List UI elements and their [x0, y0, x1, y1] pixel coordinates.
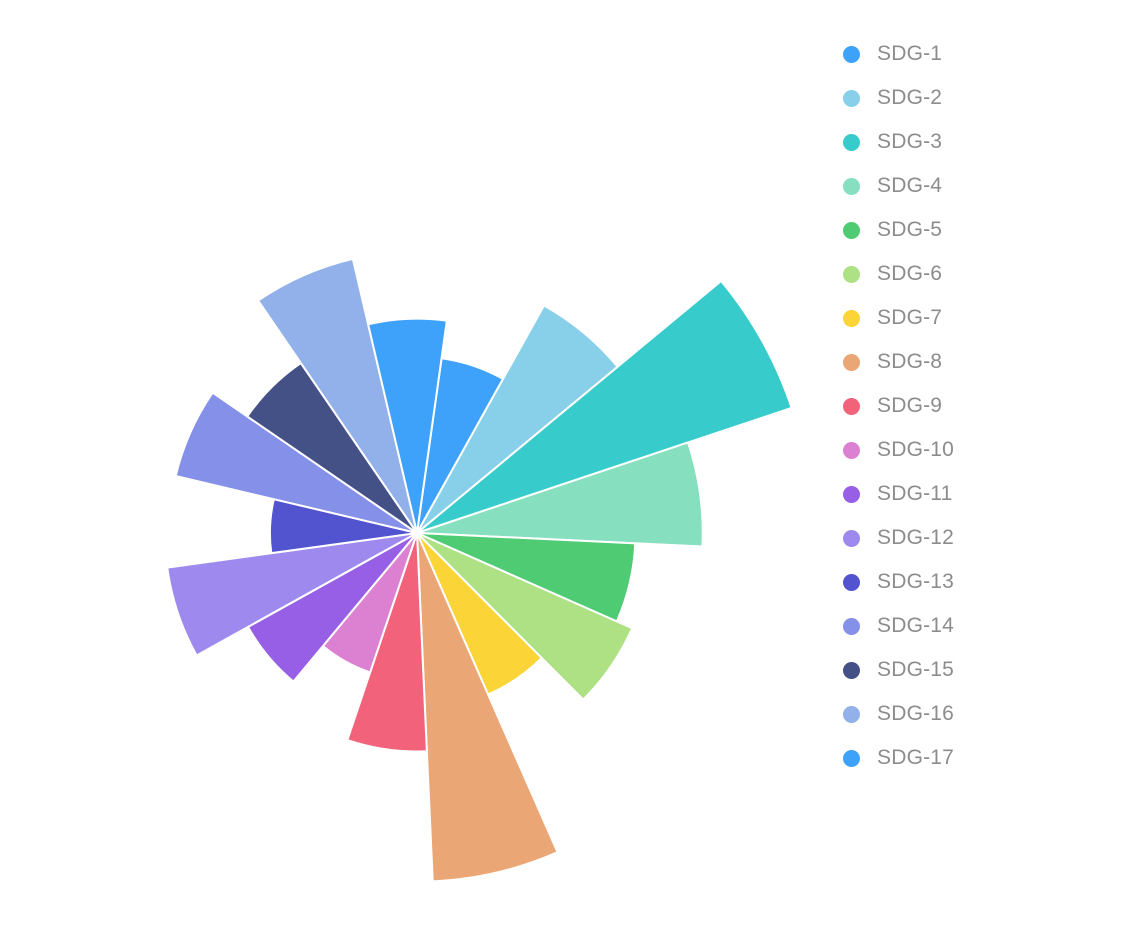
legend-dot-icon	[843, 661, 860, 679]
legend-dot-icon	[843, 45, 860, 63]
chart-legend: SDG-1 SDG-2 SDG-3 SDG-4 SDG-5 SDG-6 SDG-7 SDG-8…	[843, 32, 1123, 780]
legend-label: SDG-2	[877, 86, 943, 109]
legend-item-sdg-9[interactable]: SDG-9	[843, 384, 1123, 428]
legend-item-sdg-7[interactable]: SDG-7	[843, 296, 1123, 340]
legend-item-sdg-5[interactable]: SDG-5	[843, 208, 1123, 252]
legend-item-sdg-1[interactable]: SDG-1	[843, 32, 1123, 76]
rose-slice-sdg-8[interactable]	[416, 532, 559, 883]
legend-item-sdg-17[interactable]: SDG-17	[843, 736, 1123, 780]
legend-item-sdg-10[interactable]: SDG-10	[843, 428, 1123, 472]
legend-label: SDG-11	[877, 482, 953, 505]
legend-label: SDG-7	[877, 306, 943, 329]
legend-label: SDG-14	[877, 614, 955, 637]
legend-label: SDG-16	[877, 702, 955, 725]
legend-label: SDG-6	[877, 262, 943, 285]
legend-dot-icon	[843, 353, 860, 371]
legend-dot-icon	[843, 221, 860, 239]
legend-dot-icon	[843, 749, 860, 767]
legend-item-sdg-14[interactable]: SDG-14	[843, 604, 1123, 648]
legend-label: SDG-17	[877, 746, 955, 769]
rose-slice-sdg-6[interactable]	[416, 532, 634, 701]
legend-item-sdg-13[interactable]: SDG-13	[843, 560, 1123, 604]
legend-dot-icon	[843, 177, 860, 195]
rose-slice-sdg-17[interactable]	[367, 317, 448, 534]
legend-dot-icon	[843, 441, 860, 459]
legend-dot-icon	[843, 265, 860, 283]
legend-item-sdg-15[interactable]: SDG-15	[843, 648, 1123, 692]
rose-slice-sdg-4[interactable]	[416, 441, 704, 548]
legend-item-sdg-4[interactable]: SDG-4	[843, 164, 1123, 208]
legend-dot-icon	[843, 617, 860, 635]
legend-label: SDG-4	[877, 174, 943, 197]
rose-slice-sdg-3[interactable]	[416, 279, 793, 534]
legend-item-sdg-2[interactable]: SDG-2	[843, 76, 1123, 120]
legend-dot-icon	[843, 133, 860, 151]
rose-slice-sdg-12[interactable]	[166, 532, 418, 657]
legend-label: SDG-13	[877, 570, 955, 593]
rose-slice-sdg-14[interactable]	[174, 391, 418, 534]
legend-label: SDG-3	[877, 130, 943, 153]
rose-chart-plot	[166, 257, 793, 883]
legend-dot-icon	[843, 397, 860, 415]
legend-dot-icon	[843, 705, 860, 723]
legend-dot-icon	[843, 529, 860, 547]
legend-dot-icon	[843, 573, 860, 591]
legend-dot-icon	[843, 485, 860, 503]
rose-slice-sdg-9[interactable]	[346, 532, 428, 753]
legend-item-sdg-11[interactable]: SDG-11	[843, 472, 1123, 516]
legend-label: SDG-5	[877, 218, 943, 241]
legend-label: SDG-15	[877, 658, 955, 681]
legend-dot-icon	[843, 89, 860, 107]
legend-label: SDG-10	[877, 438, 955, 461]
legend-item-sdg-3[interactable]: SDG-3	[843, 120, 1123, 164]
legend-item-sdg-16[interactable]: SDG-16	[843, 692, 1123, 736]
legend-dot-icon	[843, 309, 860, 327]
legend-label: SDG-9	[877, 394, 943, 417]
legend-label: SDG-8	[877, 350, 943, 373]
legend-item-sdg-12[interactable]: SDG-12	[843, 516, 1123, 560]
legend-label: SDG-12	[877, 526, 955, 549]
legend-item-sdg-6[interactable]: SDG-6	[843, 252, 1123, 296]
legend-item-sdg-8[interactable]: SDG-8	[843, 340, 1123, 384]
legend-label: SDG-1	[877, 42, 943, 65]
rose-slice-sdg-16[interactable]	[257, 257, 418, 534]
